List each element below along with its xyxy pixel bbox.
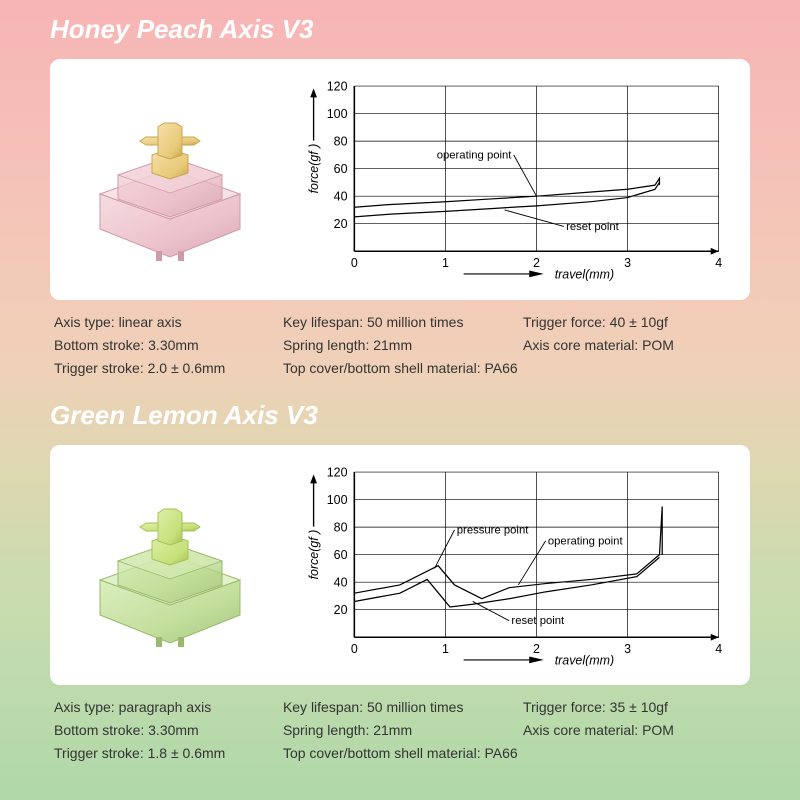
svg-text:2: 2: [533, 256, 540, 270]
spec-item: Bottom stroke: 3.30mm: [54, 722, 277, 738]
info-panel: 0 1 2 3 4 20 40 60 80 100 120 travel(mm) force(gf ) o…: [50, 59, 750, 300]
spec-item: Trigger force: 35 ± 10gf: [523, 699, 746, 715]
svg-text:100: 100: [327, 493, 348, 507]
spec-grid: Axis type: paragraph axis Key lifespan: 5…: [50, 685, 750, 771]
svg-text:120: 120: [327, 80, 348, 94]
svg-text:0: 0: [351, 256, 358, 270]
svg-text:force(gf ): force(gf ): [307, 529, 321, 579]
switch-illustration: [70, 485, 270, 650]
svg-text:4: 4: [715, 256, 722, 270]
svg-text:3: 3: [624, 256, 631, 270]
section-title: Green Lemon Axis V3: [50, 386, 750, 445]
svg-text:operating point: operating point: [548, 535, 624, 547]
svg-text:travel(mm): travel(mm): [555, 653, 614, 666]
svg-text:40: 40: [334, 190, 348, 204]
svg-text:1: 1: [442, 642, 449, 656]
svg-text:3: 3: [624, 642, 631, 656]
spec-item: Trigger force: 40 ± 10gf: [523, 314, 746, 330]
svg-text:operating point: operating point: [437, 149, 513, 161]
svg-text:60: 60: [334, 548, 348, 562]
svg-text:0: 0: [351, 642, 358, 656]
svg-text:1: 1: [442, 256, 449, 270]
svg-text:20: 20: [334, 217, 348, 231]
spec-item: Axis type: linear axis: [54, 314, 277, 330]
svg-text:80: 80: [334, 135, 348, 149]
svg-text:pressure point: pressure point: [457, 524, 529, 536]
svg-text:reset point: reset point: [511, 615, 565, 627]
svg-text:20: 20: [334, 603, 348, 617]
force-travel-chart: 0 1 2 3 4 20 40 60 80 100 120 travel(mm) force(gf ) p…: [300, 463, 730, 672]
product-section: Green Lemon Axis V3 0 1 2 3 4 20 40 60 80 100 120 tr…: [50, 386, 750, 772]
spec-item: Axis type: paragraph axis: [54, 699, 277, 715]
spec-item: Bottom stroke: 3.30mm: [54, 337, 277, 353]
svg-text:120: 120: [327, 465, 348, 479]
product-section: Honey Peach Axis V3 0 1 2 3 4 20 40 60 80 100 120 tr…: [50, 0, 750, 386]
spec-item: Key lifespan: 50 million times: [283, 314, 517, 330]
spec-item: Top cover/bottom shell material: PA66: [283, 745, 746, 761]
spec-item: Axis core material: POM: [523, 337, 746, 353]
svg-text:reset point: reset point: [566, 221, 620, 233]
svg-text:force(gf ): force(gf ): [307, 144, 321, 194]
svg-text:60: 60: [334, 162, 348, 176]
svg-text:40: 40: [334, 575, 348, 589]
spec-item: Trigger stroke: 1.8 ± 0.6mm: [54, 745, 277, 761]
spec-grid: Axis type: linear axis Key lifespan: 50 m…: [50, 300, 750, 386]
svg-text:80: 80: [334, 520, 348, 534]
spec-item: Key lifespan: 50 million times: [283, 699, 517, 715]
spec-item: Spring length: 21mm: [283, 722, 517, 738]
svg-text:100: 100: [327, 107, 348, 121]
svg-text:4: 4: [715, 642, 722, 656]
spec-item: Axis core material: POM: [523, 722, 746, 738]
svg-text:travel(mm): travel(mm): [555, 267, 614, 280]
spec-item: Top cover/bottom shell material: PA66: [283, 360, 746, 376]
info-panel: 0 1 2 3 4 20 40 60 80 100 120 travel(mm) force(gf ) p…: [50, 445, 750, 686]
force-travel-chart: 0 1 2 3 4 20 40 60 80 100 120 travel(mm) force(gf ) o…: [300, 77, 730, 286]
spec-item: Trigger stroke: 2.0 ± 0.6mm: [54, 360, 277, 376]
spec-item: Spring length: 21mm: [283, 337, 517, 353]
section-title: Honey Peach Axis V3: [50, 0, 750, 59]
svg-text:2: 2: [533, 642, 540, 656]
switch-illustration: [70, 99, 270, 264]
